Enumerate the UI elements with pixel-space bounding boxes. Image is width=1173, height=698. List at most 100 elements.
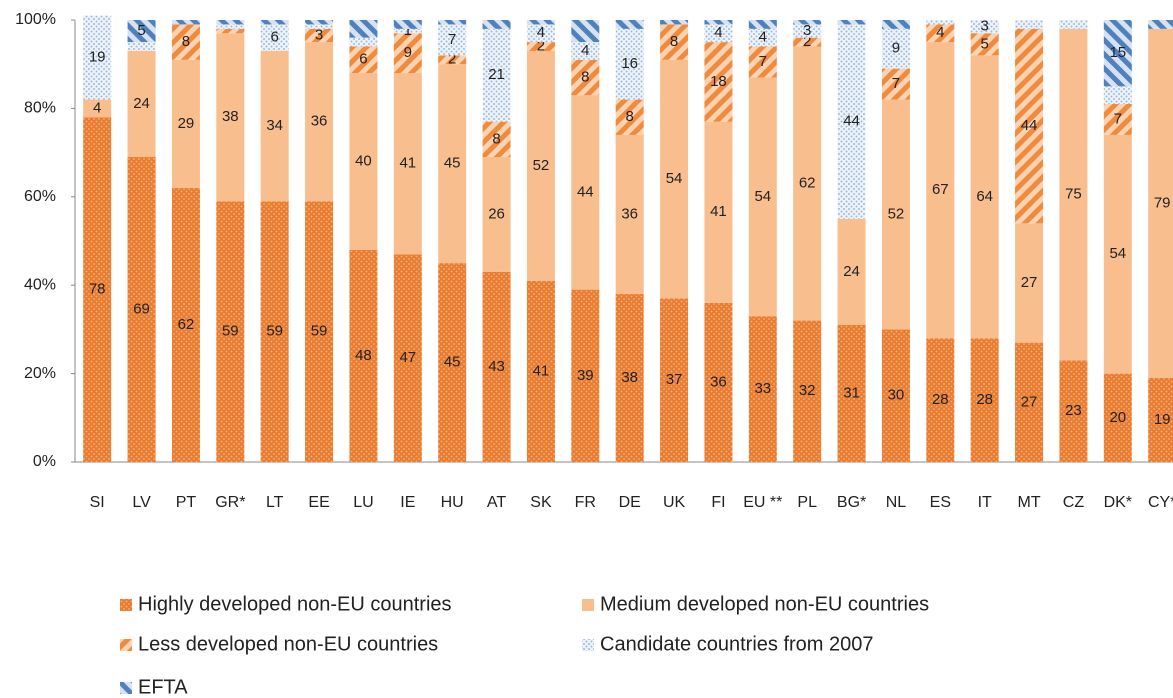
x-tick-label: SK [530,494,552,511]
bar-segment [526,20,555,25]
value-label: 8 [670,33,678,50]
x-tick-label: CZ [1063,494,1085,511]
value-label: 28 [932,391,949,408]
bar-segment [393,28,422,34]
bar-segment [970,20,999,34]
value-label: 36 [311,113,328,130]
value-label: 16 [621,55,638,72]
value-label: 44 [843,113,860,130]
x-tick-label: PL [797,494,817,511]
value-label: 2 [803,33,811,50]
value-label: 44 [577,183,594,200]
bar-segment [615,294,644,462]
value-label: 5 [981,35,989,52]
value-label: 45 [444,354,461,371]
value-label: 31 [843,384,860,401]
bar-segment [660,20,689,25]
bar-segment [660,59,689,299]
bar-segment [305,20,334,25]
value-label: 41 [399,155,416,172]
bar-segment [349,249,378,462]
bar-segment [305,24,334,29]
bar-segment [1103,103,1132,135]
bar-segment [171,24,200,60]
bar-segment [793,37,822,47]
value-label: 43 [488,358,505,375]
bar-segment [704,24,733,43]
bar-segment [748,28,777,47]
bar-segment [260,50,289,202]
value-label: 8 [492,130,500,147]
bar-segment [837,24,866,219]
bar-segment [837,20,866,25]
value-label: 21 [488,66,505,83]
bar-segment [793,24,822,38]
value-label: 23 [1065,402,1082,419]
bar-segment [1059,28,1088,361]
bar-segment [482,271,511,462]
x-tick-label: NL [886,494,907,511]
y-tick-label: 40% [24,276,56,293]
bar-segment [1103,134,1132,374]
legend-label: Medium developed non-EU countries [600,593,929,615]
x-tick-label: IE [400,494,415,511]
bar-segment [305,28,334,43]
value-label: 59 [222,323,239,340]
bar-segment [349,73,378,250]
bar-segment [1015,28,1044,224]
bar-segment [260,201,289,462]
bar-segment [127,157,156,462]
x-tick-label: PT [176,494,197,511]
value-label: 19 [1154,411,1171,428]
value-label: 54 [754,188,771,205]
value-label: 4 [759,29,767,46]
bar-segment [1148,20,1173,29]
value-label: 4 [537,24,545,41]
bar-segment [393,73,422,255]
x-tick-label: GR* [215,494,245,511]
value-label: 67 [932,181,949,198]
value-label: 6 [359,51,367,68]
bar-segment [660,24,689,60]
value-label: 41 [533,362,550,379]
y-tick-label: 100% [15,11,56,28]
value-label: 38 [222,108,239,125]
bar-segment [615,99,644,135]
bar-segment [926,20,955,25]
bar-segment [216,33,245,202]
value-label: 54 [1109,245,1126,262]
bar-segment [260,24,289,51]
bar-segment [216,24,245,29]
bar-segment [571,95,600,290]
bar-segment [615,20,644,29]
bar-segment [1059,20,1088,29]
value-label: 3 [803,22,811,39]
value-label: 27 [1021,393,1038,410]
value-label: 2 [448,51,456,68]
legend-label: Less developed non-EU countries [138,633,438,655]
bar-segment [704,42,733,122]
y-tick-label: 0% [33,453,56,470]
bar-segment [216,20,245,25]
value-label: 38 [621,369,638,386]
x-tick-label: EU ** [743,494,782,511]
value-label: 52 [888,205,905,222]
bar-segment [127,42,156,51]
bar-segment [704,121,733,303]
bar-segment [171,187,200,462]
value-label: 28 [976,391,993,408]
bar-segment [526,42,555,51]
value-label: 59 [266,323,283,340]
x-tick-label: BG* [837,494,866,511]
bar-segment [1103,20,1132,87]
bar-segment [748,20,777,29]
value-label: 26 [488,205,505,222]
bar-segment [748,77,777,317]
bar-segment [1103,86,1132,104]
value-label: 4 [93,99,101,116]
bar-segment [216,201,245,462]
value-label: 62 [178,316,195,333]
bar-segment [704,302,733,462]
bar-segment [881,99,910,330]
bar-segment [127,20,156,43]
